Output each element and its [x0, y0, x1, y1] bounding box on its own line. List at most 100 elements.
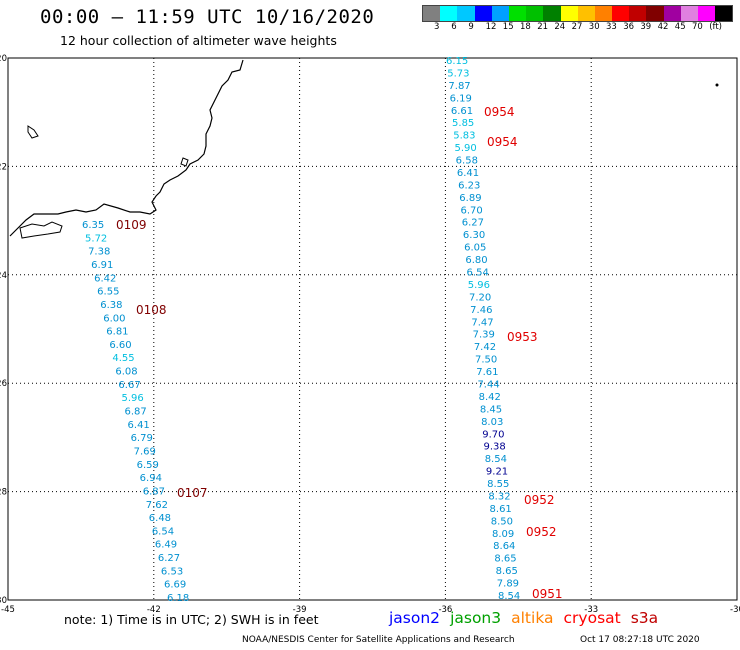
lon-tick-label: -39 — [293, 605, 307, 615]
lat-tick-label: -26 — [0, 379, 7, 389]
track-east-swh-value: 8.32 — [488, 491, 510, 502]
track-west-swh-value: 6.87 — [125, 407, 147, 418]
track-east-swh-value: 5.73 — [447, 68, 469, 79]
track-east-swh-value: 6.19 — [450, 93, 472, 104]
lat-tick-label: -22 — [0, 162, 7, 172]
track-east-swh-value: 9.21 — [486, 467, 508, 478]
legend-label: 3 — [434, 22, 440, 32]
track-east-swh-value: 8.54 — [498, 591, 520, 602]
track-west-swh-value: 6.94 — [140, 473, 162, 484]
legend-label: 70 — [692, 22, 703, 32]
map-frame — [7, 57, 738, 601]
track-east-swh-value: 8.03 — [481, 417, 503, 428]
track-west-swh-value: 6.53 — [161, 566, 183, 577]
legend-label: 9 — [468, 22, 474, 32]
mission-legend: jason2 jason3 altika cryosat s3a — [389, 609, 668, 627]
coastline — [9, 59, 244, 237]
track-east-swh-value: 7.50 — [475, 355, 497, 366]
island-dot — [715, 83, 719, 87]
track-east-swh-value: 5.83 — [453, 131, 475, 142]
track-west-swh-value: 4.55 — [112, 353, 134, 364]
track-east-swh-value: 7.46 — [470, 305, 492, 316]
legend-swatch — [457, 6, 475, 21]
mission-s3a: s3a — [630, 609, 659, 627]
track-east-swh-value: 6.70 — [461, 205, 483, 216]
track-east-swh-value: 8.65 — [496, 566, 518, 577]
pass-time-label: 0951 — [532, 587, 563, 601]
legend-swatch — [646, 6, 664, 21]
track-east-swh-value: 6.89 — [459, 193, 481, 204]
mission-altika: altika — [511, 609, 554, 627]
legend-label: 33 — [606, 22, 617, 32]
track-east-swh-value: 8.61 — [490, 504, 512, 515]
legend-label: 42 — [657, 22, 669, 32]
track-east-swh-value: 6.30 — [463, 230, 485, 241]
track-west-swh-value: 5.72 — [85, 233, 107, 244]
track-west-swh-value: 6.55 — [97, 287, 119, 298]
track-west-swh-value: 6.38 — [100, 300, 122, 311]
legend-swatch — [715, 6, 733, 21]
track-east-swh-value: 6.27 — [462, 218, 484, 229]
track-east-swh-value: 8.45 — [480, 404, 502, 415]
track-east-swh-value: 8.50 — [491, 516, 513, 527]
track-east-swh-value: 5.90 — [454, 143, 476, 154]
track-east-swh-value: 9.38 — [483, 442, 505, 453]
track-east-swh-value: 8.54 — [485, 454, 507, 465]
lon-tick-label: -42 — [147, 605, 161, 615]
legend-swatch — [594, 6, 613, 21]
track-west-swh-value: 6.67 — [118, 380, 140, 391]
track-east-swh-value: 6.23 — [458, 180, 480, 191]
legend-swatch — [629, 6, 647, 21]
track-east-swh-value: 5.85 — [452, 118, 474, 129]
legend-swatch — [560, 6, 578, 21]
track-west-swh-value: 7.69 — [134, 446, 156, 457]
track-west-swh-value: 7.62 — [146, 500, 168, 511]
track-east-swh-value: 7.20 — [469, 292, 491, 303]
track-west-swh-value: 7.38 — [88, 247, 110, 258]
track-east-swh-value: 6.61 — [451, 106, 473, 117]
track-east-swh-value: 7.39 — [473, 330, 495, 341]
legend-label: 36 — [623, 22, 635, 32]
wave-height-scale-labels: 3 6 9 12 15 18 21 24 27 30 33 36 39 42 45 70 (ft) — [422, 22, 734, 34]
legend-label: 12 — [485, 22, 497, 32]
lon-tick-label: -30 — [730, 605, 740, 615]
legend-swatch — [526, 6, 544, 21]
legend-swatch — [577, 6, 595, 21]
track-east-swh-value: 8.09 — [492, 529, 514, 540]
legend-swatch — [440, 6, 458, 21]
track-west-swh-value: 6.79 — [131, 433, 153, 444]
track-west-swh-value: 6.49 — [155, 540, 177, 551]
track-east-swh-value: 7.61 — [476, 367, 498, 378]
wave-height-color-scale — [422, 5, 734, 22]
track-west-swh-value: 6.00 — [103, 313, 125, 324]
track-west-swh-value: 5.96 — [121, 393, 143, 404]
lon-tick-label: -45 — [1, 605, 15, 615]
mission-cryosat: cryosat — [563, 609, 621, 627]
track-west-swh-value: 6.18 — [167, 593, 189, 604]
pass-time-label: 0953 — [507, 330, 538, 344]
track-east-swh-value: 7.47 — [471, 317, 493, 328]
legend-swatch — [543, 6, 561, 21]
track-west-swh-value: 6.91 — [91, 260, 113, 271]
legend-swatch — [491, 6, 509, 21]
track-east-swh-value: 7.87 — [448, 81, 470, 92]
mission-jason3: jason3 — [450, 609, 502, 627]
track-west-swh-value: 6.81 — [106, 327, 128, 338]
legend-label: 21 — [537, 22, 549, 32]
mission-jason2: jason2 — [389, 609, 441, 627]
lat-tick-label: -20 — [0, 54, 7, 64]
lat-tick-label: -24 — [0, 271, 7, 281]
lat-tick-label: -28 — [0, 488, 7, 498]
legend-swatch — [423, 6, 441, 21]
pass-time-label: 0954 — [487, 135, 518, 149]
track-east-swh-value: 7.89 — [497, 579, 519, 590]
track-east-swh-value: 9.70 — [482, 429, 504, 440]
generated-timestamp: Oct 17 08:27:18 UTC 2020 — [580, 635, 700, 645]
legend-label: 24 — [554, 22, 566, 32]
pass-time-label: 0952 — [526, 525, 557, 539]
legend-label: 27 — [571, 22, 583, 32]
track-east-swh-value: 8.42 — [479, 392, 501, 403]
legend-swatch — [663, 6, 681, 21]
track-east-swh-value: 6.58 — [456, 156, 478, 167]
island-outline — [27, 125, 39, 139]
